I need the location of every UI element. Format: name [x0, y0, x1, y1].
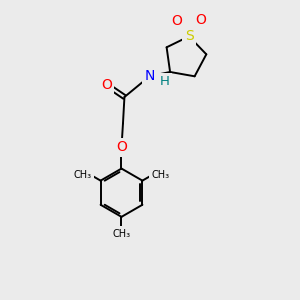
Text: N: N	[144, 69, 155, 83]
Text: CH₃: CH₃	[112, 229, 130, 239]
Text: H: H	[160, 75, 170, 88]
Text: O: O	[101, 78, 112, 92]
Text: CH₃: CH₃	[152, 170, 170, 180]
Text: O: O	[195, 13, 206, 27]
Text: O: O	[116, 140, 127, 154]
Text: CH₃: CH₃	[73, 170, 91, 180]
Text: S: S	[184, 29, 194, 44]
Text: O: O	[171, 14, 182, 28]
